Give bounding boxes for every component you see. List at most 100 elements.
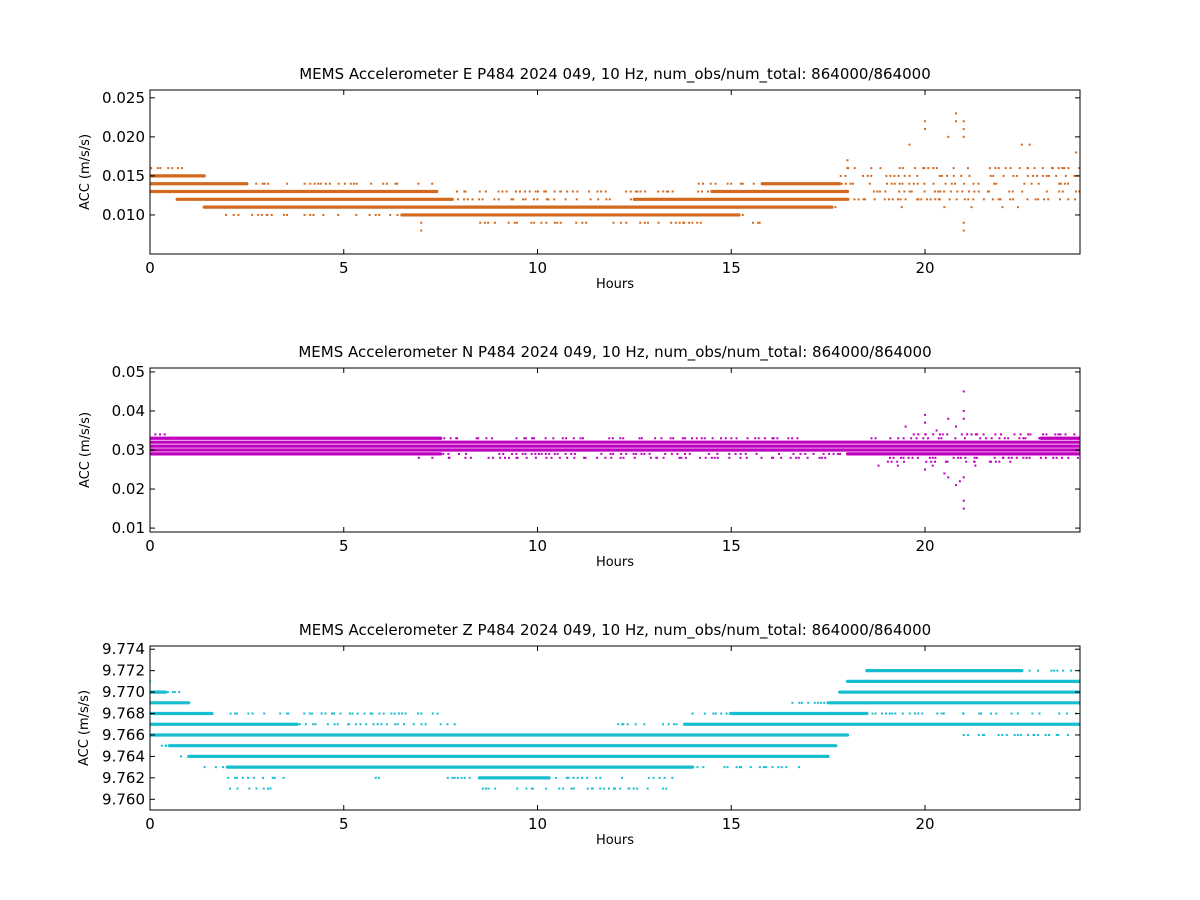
- data-point: [368, 213, 371, 216]
- data-point: [714, 182, 717, 185]
- data-point: [464, 190, 467, 193]
- data-point: [862, 174, 865, 177]
- data-point: [916, 456, 919, 459]
- data-point: [930, 460, 933, 463]
- data-point: [257, 213, 260, 216]
- data-point: [553, 452, 556, 455]
- data-point: [214, 766, 217, 769]
- data-point: [1058, 190, 1061, 193]
- data-point: [907, 456, 910, 459]
- data-point: [1067, 198, 1070, 201]
- data-point: [700, 437, 703, 440]
- data-point: [699, 221, 702, 224]
- data-point: [973, 460, 976, 463]
- data-point: [847, 452, 850, 455]
- data-point: [655, 456, 658, 459]
- data-point: [247, 776, 250, 779]
- data-point: [1044, 437, 1047, 440]
- data-point: [978, 712, 981, 715]
- data-point: [643, 221, 646, 224]
- data-point: [892, 456, 895, 459]
- x-tick-label: 15: [722, 815, 741, 833]
- data-point: [373, 452, 376, 455]
- data-point: [625, 221, 628, 224]
- data-point: [671, 190, 674, 193]
- data-point: [586, 787, 589, 790]
- data-point: [871, 712, 874, 715]
- data-point: [317, 437, 320, 440]
- data-point: [957, 456, 960, 459]
- data-point: [702, 766, 705, 769]
- data-point: [475, 437, 478, 440]
- data-point: [726, 766, 729, 769]
- data-point: [890, 182, 893, 185]
- data-point: [876, 190, 879, 193]
- data-point: [312, 213, 315, 216]
- data-point: [545, 221, 548, 224]
- data-point: [678, 456, 681, 459]
- data-point: [758, 221, 761, 224]
- data-point: [236, 452, 239, 455]
- data-point: [436, 712, 439, 715]
- data-point: [640, 452, 643, 455]
- data-point: [312, 723, 315, 726]
- data-point: [389, 213, 392, 216]
- data-point: [1010, 712, 1013, 715]
- data-point: [903, 174, 906, 177]
- data-point: [597, 198, 600, 201]
- data-point: [1034, 198, 1037, 201]
- data-point: [752, 182, 755, 185]
- data-point: [932, 182, 935, 185]
- data-point: [970, 433, 973, 436]
- data-point: [916, 198, 919, 201]
- data-point: [449, 437, 452, 440]
- data-point: [1058, 712, 1061, 715]
- data-point: [1059, 182, 1062, 185]
- data-point: [570, 787, 573, 790]
- data-point: [943, 472, 946, 475]
- data-point: [403, 723, 406, 726]
- x-tick-label: 10: [528, 259, 547, 277]
- data-point: [905, 452, 908, 455]
- data-point: [237, 213, 240, 216]
- data-point: [1053, 669, 1056, 672]
- data-point: [376, 723, 379, 726]
- data-point: [262, 787, 265, 790]
- data-point: [771, 437, 774, 440]
- data-point: [962, 120, 965, 123]
- data-point: [953, 182, 956, 185]
- data-point: [176, 167, 179, 170]
- data-point: [524, 190, 527, 193]
- data-point: [1020, 143, 1023, 146]
- data-point: [923, 182, 926, 185]
- x-tick-label: 5: [339, 537, 349, 555]
- data-point: [494, 787, 497, 790]
- data-point: [579, 437, 582, 440]
- data-point: [626, 723, 629, 726]
- data-point: [604, 456, 607, 459]
- data-point: [236, 787, 239, 790]
- data-point: [1054, 433, 1057, 436]
- data-point: [171, 167, 174, 170]
- data-point: [544, 437, 547, 440]
- data-point: [658, 776, 661, 779]
- data-point: [481, 787, 484, 790]
- data-point: [938, 198, 941, 201]
- data-point: [622, 437, 625, 440]
- data-point: [819, 701, 822, 704]
- data-point: [683, 221, 686, 224]
- data-point: [962, 135, 965, 138]
- data-point: [1073, 174, 1076, 177]
- data-point: [193, 437, 196, 440]
- data-point: [960, 433, 963, 436]
- data-point: [720, 712, 723, 715]
- data-point: [890, 452, 893, 455]
- data-point: [636, 787, 639, 790]
- data-point: [643, 723, 646, 726]
- data-point: [241, 776, 244, 779]
- data-point: [599, 776, 602, 779]
- data-point: [326, 723, 329, 726]
- data-point: [897, 437, 900, 440]
- data-point: [1015, 174, 1018, 177]
- data-point: [1001, 733, 1004, 736]
